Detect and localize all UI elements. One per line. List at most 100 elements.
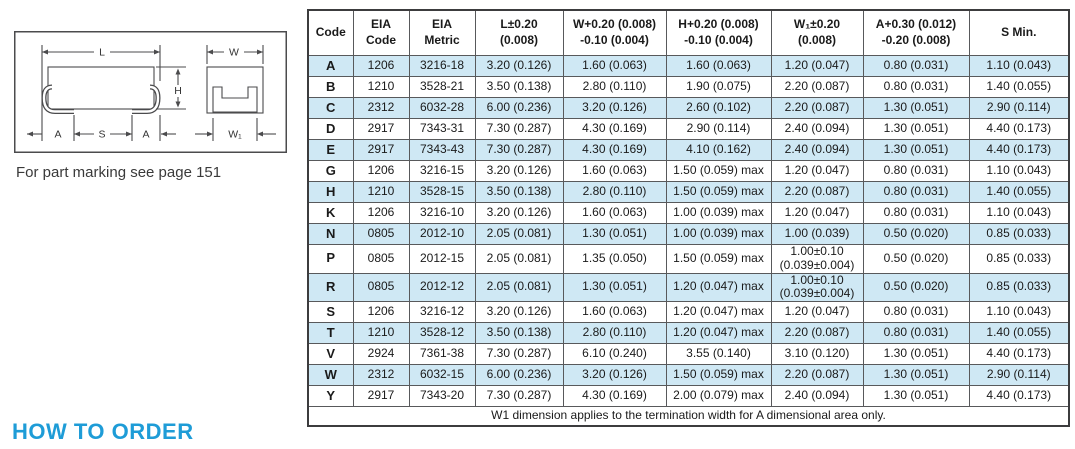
capacitor-body-end-view — [206, 66, 264, 114]
col-header-H: H+0.20 (0.008) -0.10 (0.004) — [665, 9, 772, 56]
cell-l: 3.50 (0.138) — [474, 322, 564, 345]
cell-metric: 3528-15 — [408, 181, 476, 203]
cell-w1: 2.20 (0.087) — [770, 97, 864, 119]
table-row: D 2917 7343-31 7.30 (0.287) 4.30 (0.169) 2.90… — [307, 118, 1070, 140]
cell-w: 1.60 (0.063) — [562, 160, 667, 182]
dim-label-A-left: A — [54, 129, 61, 141]
cell-eia: 0805 — [352, 272, 410, 303]
cell-h: 2.00 (0.079) max — [665, 385, 772, 408]
cell-w1: 2.20 (0.087) — [770, 181, 864, 203]
cell-w1: 1.00±0.10 (0.039±0.004) — [770, 272, 864, 303]
footnote-row: W1 dimension applies to the termination … — [307, 406, 1070, 427]
cell-code: N — [307, 223, 354, 245]
cell-code: D — [307, 118, 354, 140]
cell-eia: 0805 — [352, 244, 410, 274]
cell-eia: 2917 — [352, 385, 410, 408]
cell-code: C — [307, 97, 354, 119]
cell-s: 4.40 (0.173) — [968, 343, 1070, 366]
cell-s: 1.10 (0.043) — [968, 160, 1070, 182]
cell-s: 2.90 (0.114) — [968, 97, 1070, 119]
cell-s: 1.10 (0.043) — [968, 55, 1070, 77]
table-body: A 1206 3216-18 3.20 (0.126) 1.60 (0.063) 1.60… — [307, 55, 1070, 408]
cell-metric: 7343-43 — [408, 139, 476, 161]
col-header-code: Code — [307, 9, 354, 56]
cell-h: 1.50 (0.059) max — [665, 160, 772, 182]
cell-a: 0.50 (0.020) — [862, 244, 970, 274]
termination-shape — [212, 86, 258, 113]
cell-eia: 1206 — [352, 160, 410, 182]
cell-w: 1.60 (0.063) — [562, 55, 667, 77]
cell-l: 2.05 (0.081) — [474, 272, 564, 303]
cell-w: 1.30 (0.051) — [562, 223, 667, 245]
cell-w1: 2.20 (0.087) — [770, 76, 864, 98]
cell-code: B — [307, 76, 354, 98]
cell-s: 0.85 (0.033) — [968, 272, 1070, 303]
cell-eia: 1210 — [352, 181, 410, 203]
cell-l: 3.20 (0.126) — [474, 160, 564, 182]
cell-eia: 2924 — [352, 343, 410, 366]
cell-code: Y — [307, 385, 354, 408]
table-row: E 2917 7343-43 7.30 (0.287) 4.30 (0.169) 4.10… — [307, 139, 1070, 161]
cell-w1: 2.20 (0.087) — [770, 322, 864, 345]
cell-w: 2.80 (0.110) — [562, 76, 667, 98]
cell-w: 6.10 (0.240) — [562, 343, 667, 366]
cell-code: A — [307, 55, 354, 77]
cell-metric: 7343-31 — [408, 118, 476, 140]
cell-h: 3.55 (0.140) — [665, 343, 772, 366]
cell-metric: 2012-10 — [408, 223, 476, 245]
table-row: W 2312 6032-15 6.00 (0.236) 3.20 (0.126) 1.50… — [307, 364, 1070, 387]
cell-w1: 1.00±0.10 (0.039±0.004) — [770, 244, 864, 274]
cell-w: 1.60 (0.063) — [562, 301, 667, 324]
cell-eia: 2917 — [352, 139, 410, 161]
col-header-A: A+0.30 (0.012) -0.20 (0.008) — [862, 9, 970, 56]
cell-a: 0.80 (0.031) — [862, 76, 970, 98]
cell-w1: 1.20 (0.047) — [770, 301, 864, 324]
cell-l: 3.20 (0.126) — [474, 55, 564, 77]
cell-w1: 2.40 (0.094) — [770, 385, 864, 408]
cell-code: G — [307, 160, 354, 182]
cell-eia: 2917 — [352, 118, 410, 140]
header-row: Code EIA Code EIA Metric L±0.20 (0.008) W+0… — [307, 9, 1070, 56]
cell-a: 0.80 (0.031) — [862, 181, 970, 203]
cell-code: K — [307, 202, 354, 224]
cell-w: 1.30 (0.051) — [562, 272, 667, 303]
table-footnote: W1 dimension applies to the termination … — [307, 406, 1070, 427]
cell-a: 1.30 (0.051) — [862, 139, 970, 161]
cell-eia: 1206 — [352, 301, 410, 324]
cell-metric: 3528-21 — [408, 76, 476, 98]
cell-code: V — [307, 343, 354, 366]
cell-l: 6.00 (0.236) — [474, 97, 564, 119]
cell-s: 4.40 (0.173) — [968, 118, 1070, 140]
table-row: R 0805 2012-12 2.05 (0.081) 1.30 (0.051) 1.20… — [307, 272, 1070, 303]
cell-w: 4.30 (0.169) — [562, 139, 667, 161]
cell-code: P — [307, 244, 354, 274]
cell-l: 7.30 (0.287) — [474, 139, 564, 161]
cell-h: 1.20 (0.047) max — [665, 322, 772, 345]
cell-l: 7.30 (0.287) — [474, 118, 564, 140]
dim-label-A-right: A — [142, 129, 149, 141]
cell-w1: 1.20 (0.047) — [770, 160, 864, 182]
cell-w: 1.60 (0.063) — [562, 202, 667, 224]
cell-metric: 3216-18 — [408, 55, 476, 77]
cell-s: 1.10 (0.043) — [968, 301, 1070, 324]
part-marking-note: For part marking see page 151 — [16, 164, 222, 181]
cell-s: 1.10 (0.043) — [968, 202, 1070, 224]
cell-w: 4.30 (0.169) — [562, 385, 667, 408]
cell-eia: 1210 — [352, 76, 410, 98]
cell-a: 1.30 (0.051) — [862, 97, 970, 119]
cell-w1: 1.20 (0.047) — [770, 202, 864, 224]
cell-a: 1.30 (0.051) — [862, 364, 970, 387]
cell-w: 1.35 (0.050) — [562, 244, 667, 274]
cell-a: 0.50 (0.020) — [862, 272, 970, 303]
left-lead-inner — [42, 85, 74, 113]
col-header-eia-metric: EIA Metric — [408, 9, 476, 56]
cell-h: 1.90 (0.075) — [665, 76, 772, 98]
cell-w1: 2.40 (0.094) — [770, 139, 864, 161]
cell-a: 0.80 (0.031) — [862, 55, 970, 77]
cell-s: 1.40 (0.055) — [968, 181, 1070, 203]
cell-w: 2.80 (0.110) — [562, 322, 667, 345]
cell-s: 0.85 (0.033) — [968, 244, 1070, 274]
cell-code: E — [307, 139, 354, 161]
dimension-diagram-svg: L H A S A — [14, 31, 287, 153]
cell-a: 1.30 (0.051) — [862, 343, 970, 366]
